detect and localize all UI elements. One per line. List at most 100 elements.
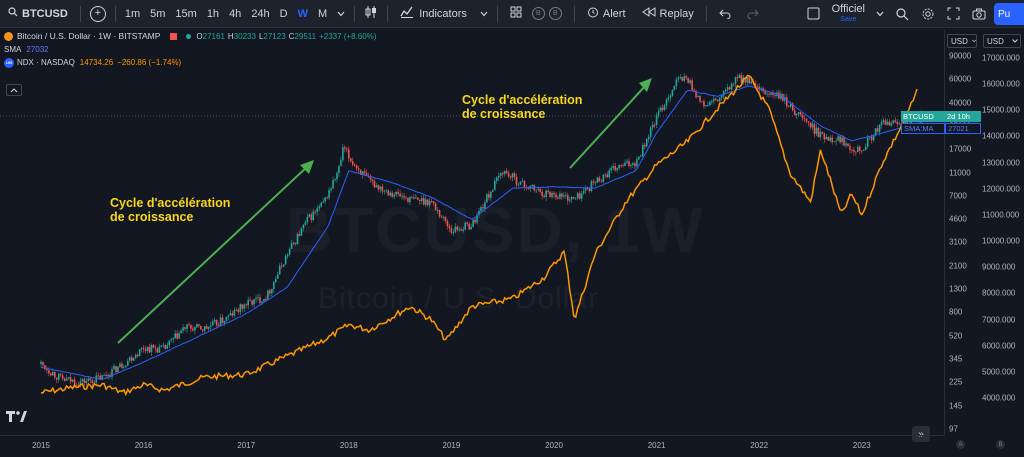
candle-body: [553, 192, 555, 195]
candle-body: [738, 74, 741, 78]
layout-dropdown[interactable]: [871, 0, 889, 28]
quick-search-button[interactable]: [889, 0, 915, 28]
candle-body: [539, 188, 541, 192]
price-chart[interactable]: [0, 30, 944, 435]
indicators-dropdown[interactable]: [475, 0, 493, 28]
candle-body: [805, 118, 808, 122]
candle-body: [825, 136, 828, 140]
btc-tick-label: 11000: [949, 168, 971, 177]
sma-tag-value: 27021: [945, 123, 981, 134]
candle-body: [308, 214, 311, 217]
layout-button[interactable]: [801, 0, 826, 28]
year-label: 2023: [852, 441, 871, 450]
fullscreen-button[interactable]: [941, 0, 966, 28]
timeframe-15m-button[interactable]: 15m: [175, 7, 197, 20]
currency-select-ndx[interactable]: USD: [983, 34, 1021, 48]
candle-body: [839, 136, 841, 143]
chart-type-button[interactable]: [359, 0, 383, 28]
price-scale-btc[interactable]: USD 900006000040000250001700011000700046…: [901, 30, 981, 435]
candle-body: [651, 124, 654, 128]
legend-collapse-button[interactable]: [6, 84, 22, 96]
settings-button[interactable]: [915, 0, 941, 28]
timeframe-dropdown[interactable]: [332, 0, 350, 28]
candle-body: [580, 193, 583, 199]
candle-body: [837, 136, 839, 141]
timeframe-5m-button[interactable]: 5m: [150, 7, 166, 20]
strategy-s-icon[interactable]: B: [548, 7, 562, 20]
candle-body: [50, 373, 52, 376]
legend-ndx[interactable]: 100 NDX · NASDAQ 14734.26 −260.86 (−1.74…: [0, 56, 379, 69]
templates-button[interactable]: [502, 0, 530, 28]
candle-body: [393, 194, 395, 197]
timeframe-4h-button[interactable]: 4h: [229, 7, 242, 20]
currency-select-btc[interactable]: USD: [947, 34, 977, 48]
candle-body: [369, 176, 372, 180]
compare-symbol-button[interactable]: +: [85, 0, 111, 28]
candle-body: [436, 210, 439, 211]
candle-body: [511, 173, 514, 178]
legend-sma[interactable]: SMA 27032: [0, 43, 379, 56]
candle-body: [395, 191, 397, 195]
symbol-label: BTCUSD: [22, 7, 68, 20]
candle-body: [93, 382, 96, 384]
time-axis[interactable]: 2015 2016 2017 2018 2019 2020 2021 2022 2023: [0, 435, 944, 457]
legend-l-value: 27123: [263, 31, 286, 41]
ndx-tick-label: 6000.000: [982, 341, 1016, 351]
candle-body: [257, 297, 259, 299]
timeframe-w-button[interactable]: W: [297, 7, 309, 20]
indicators-button[interactable]: Indicators: [392, 0, 475, 28]
scroll-to-realtime-button[interactable]: »: [912, 426, 930, 442]
publish-button[interactable]: Pu: [994, 3, 1024, 25]
btc-tick-label: 3100: [949, 237, 967, 247]
candle-body: [65, 378, 68, 381]
candle-body: [446, 221, 449, 227]
year-label: 2015: [32, 441, 50, 450]
btc-tick-label: 60000: [949, 74, 972, 84]
price-scale-ndx[interactable]: USD 17000.000 16000.000 15000.000 14000.000…: [980, 30, 1024, 435]
save-link[interactable]: Save: [840, 16, 857, 23]
candle-body: [237, 309, 240, 313]
candle-body: [541, 191, 543, 197]
candle-body: [111, 369, 113, 377]
candle-body: [594, 182, 597, 184]
year-label: 2022: [750, 441, 769, 450]
candle-body: [870, 136, 873, 141]
timeframe-1h-button[interactable]: 1h: [206, 7, 220, 20]
scale-mode-button[interactable]: B: [996, 440, 1005, 449]
candle-body: [679, 77, 682, 79]
snapshot-button[interactable]: [966, 0, 992, 28]
candle-body: [849, 146, 851, 150]
timeframe-24h-button[interactable]: 24h: [251, 7, 270, 20]
candle-body: [833, 141, 835, 143]
year-label: 2020: [545, 441, 563, 450]
candle-body: [121, 363, 123, 368]
candle-body: [689, 80, 691, 83]
timeframe-m-button[interactable]: M: [318, 7, 328, 20]
candle-body: [217, 325, 220, 327]
auto-scale-button[interactable]: A: [956, 440, 965, 449]
flag-icon[interactable]: [170, 33, 178, 40]
alert-button[interactable]: Alert: [579, 0, 634, 28]
candle-body: [789, 103, 792, 107]
candle-body: [793, 110, 796, 116]
candle-body: [150, 344, 153, 353]
timeframe-1m-button[interactable]: 1m: [124, 7, 141, 20]
strategy-b-icon[interactable]: B: [531, 7, 545, 20]
symbol-search-button[interactable]: BTCUSD: [0, 0, 76, 28]
toolbar-divider: [79, 5, 81, 22]
candle-body: [316, 208, 319, 212]
layout-name-button[interactable]: Officiel Save: [826, 4, 871, 24]
chart-pane[interactable]: BTCUSD, 1W Bitcoin / U.S. Dollar Cycle d…: [0, 30, 944, 442]
candle-body: [383, 190, 386, 192]
undo-button[interactable]: [711, 0, 739, 28]
candle-body: [904, 119, 907, 126]
candle-body: [817, 127, 820, 138]
growth-arrow-2: [569, 78, 652, 169]
redo-button[interactable]: [739, 0, 767, 28]
timeframe-d-button[interactable]: D: [279, 7, 288, 20]
ndx-line: [40, 74, 918, 397]
candle-body: [154, 347, 157, 349]
toolbar-divider: [705, 5, 707, 22]
replay-button[interactable]: Replay: [634, 0, 702, 28]
